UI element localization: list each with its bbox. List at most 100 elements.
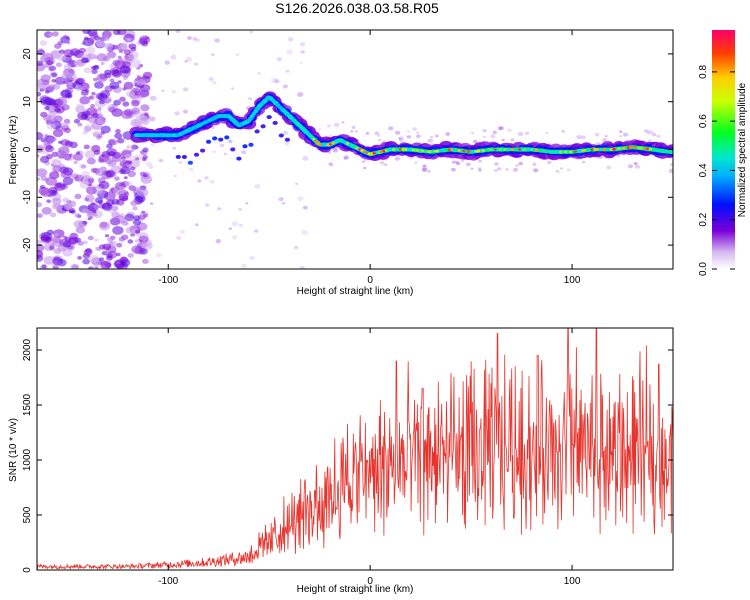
ridge-peak: [523, 148, 526, 151]
noise-cell: [111, 154, 123, 162]
noise-cell: [134, 239, 140, 243]
ridge-peak: [411, 148, 415, 151]
noise-cell: [37, 243, 45, 252]
noise-cell: [44, 90, 50, 94]
noise-cell: [668, 168, 673, 174]
noise-cell: [170, 54, 177, 60]
noise-cell: [470, 167, 474, 170]
noise-cell: [478, 159, 482, 163]
noise-cell: [257, 72, 261, 75]
noise-cell: [646, 132, 651, 135]
ridge-peak: [450, 148, 454, 151]
ridge-peak: [358, 148, 361, 151]
noise-cell: [40, 86, 47, 92]
noise-cell: [122, 61, 131, 68]
noise-cell: [76, 77, 86, 85]
noise-cell: [142, 157, 147, 162]
noise-cell: [210, 53, 215, 57]
noise-cell: [124, 213, 135, 222]
noise-cell: [94, 81, 104, 89]
noise-cell: [295, 182, 298, 185]
noise-cell: [333, 122, 340, 128]
noise-cell: [128, 185, 137, 192]
ridge-peak: [379, 150, 384, 154]
ridge-peak: [617, 147, 621, 151]
noise-cell: [209, 179, 215, 184]
noise-cell: [414, 161, 418, 164]
noise-cell: [248, 97, 253, 101]
y-tick-label: -10: [22, 190, 33, 205]
noise-cell: [326, 124, 332, 128]
noise-cell: [48, 245, 55, 251]
noise-cell: [398, 137, 402, 140]
noise-cell: [254, 229, 259, 233]
y-tick-label: -20: [22, 237, 33, 252]
noise-cell: [76, 151, 81, 155]
noise-cell: [88, 255, 100, 264]
noise-cell: [478, 168, 482, 172]
ridge-peak: [503, 148, 507, 151]
noise-cell: [158, 158, 164, 163]
ridge-peak: [404, 148, 408, 151]
noise-cell: [656, 134, 661, 138]
noise-cell: [406, 135, 411, 139]
noise-cell: [126, 145, 131, 149]
noise-cell: [299, 61, 303, 64]
noise-cell: [308, 144, 312, 147]
ridge-core: [669, 149, 673, 154]
noise-cell: [81, 165, 87, 169]
noise-cell: [124, 180, 133, 188]
secondary-band: [236, 156, 242, 161]
secondary-band: [272, 120, 278, 125]
noise-cell: [451, 167, 456, 172]
noise-cell: [98, 158, 104, 163]
noise-cell: [473, 139, 478, 144]
noise-cell: [37, 249, 44, 259]
noise-cell: [107, 237, 114, 243]
noise-cell: [350, 130, 354, 133]
snr-y-axis-label: SNR (10 * v/v): [8, 418, 19, 482]
noise-cell: [518, 161, 523, 166]
noise-cell: [130, 233, 135, 237]
noise-cell: [245, 202, 249, 205]
noise-cell: [87, 235, 94, 241]
noise-cell: [124, 153, 133, 161]
noise-cell: [482, 135, 486, 139]
ridge-peak: [372, 152, 376, 155]
noise-cell: [39, 185, 46, 189]
noise-cell: [102, 243, 112, 251]
noise-cell: [62, 70, 70, 76]
noise-cell: [122, 101, 130, 107]
noise-cell: [249, 255, 255, 261]
y-tick-label: 20: [22, 48, 33, 60]
noise-cell: [216, 207, 222, 211]
noise-cell: [135, 77, 140, 82]
noise-cell: [231, 221, 239, 227]
ridge-peak: [488, 148, 493, 152]
noise-cell: [126, 37, 132, 42]
noise-cell: [422, 164, 427, 169]
ridge-peak: [643, 147, 648, 150]
noise-cell: [455, 161, 461, 166]
noise-cell: [55, 62, 63, 68]
noise-cell: [93, 149, 101, 155]
noise-cell: [651, 132, 657, 137]
noise-cell: [47, 84, 56, 91]
noise-cell: [79, 96, 91, 105]
noise-cell: [185, 56, 193, 62]
noise-cell: [46, 60, 54, 66]
figure-title: S126.2026.038.03.58.R05: [275, 0, 439, 16]
noise-cell: [76, 103, 84, 109]
ridge-peak: [384, 149, 388, 152]
noise-cell: [343, 155, 349, 160]
noise-cell: [560, 167, 563, 170]
noise-cell: [184, 60, 188, 63]
noise-cell: [482, 129, 487, 133]
noise-cell: [40, 96, 52, 106]
noise-cell: [302, 205, 308, 210]
noise-cell: [68, 153, 73, 157]
noise-cell: [215, 239, 221, 244]
x-tick-label: 100: [564, 576, 581, 587]
